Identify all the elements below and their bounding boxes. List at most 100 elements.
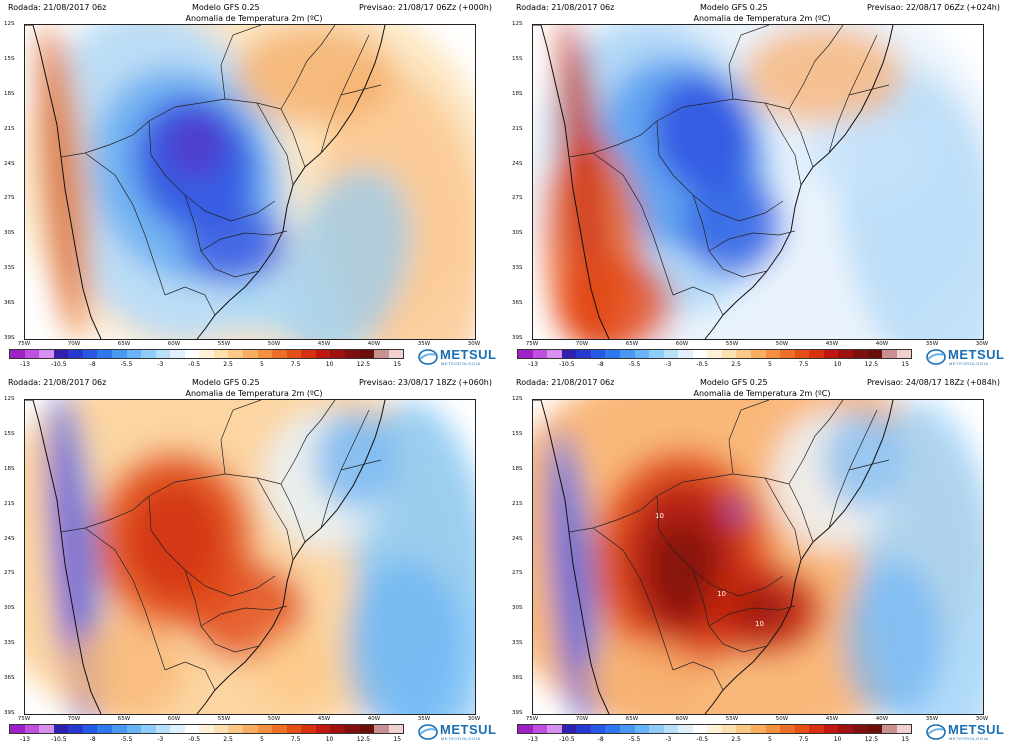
colorbar <box>517 349 912 359</box>
colorbar-swatch <box>532 725 548 733</box>
country-border <box>592 152 674 296</box>
logo-subtitle: METEOROLOGIA <box>949 736 989 741</box>
country-border <box>708 230 796 252</box>
latitude-label: 21S <box>4 500 15 507</box>
colorbar-swatch <box>663 350 679 358</box>
metsul-logo: METSUL METEOROLOGIA <box>418 346 504 368</box>
longitude-label: 35W <box>925 716 939 722</box>
anomaly-region <box>823 410 903 510</box>
country-border <box>280 108 306 168</box>
globe-icon <box>926 349 946 365</box>
east-coastline <box>196 400 386 714</box>
colorbar-swatch <box>823 725 839 733</box>
panel-header: Rodada: 21/08/2017 06z Modelo GFS 0.25 Pre… <box>4 377 504 389</box>
longitude-label: 45W <box>317 716 331 722</box>
latitude-label: 12S <box>512 396 523 402</box>
map-panel-084h: Rodada: 21/08/2017 06z Modelo GFS 0.25 Pre… <box>512 375 1012 747</box>
longitude-label: 50W <box>775 341 789 347</box>
colorbar-swatch <box>532 350 548 358</box>
longitude-label: 60W <box>167 341 181 347</box>
colorbar-swatch <box>780 725 795 733</box>
colorbar-swatch <box>68 350 83 358</box>
country-border <box>256 102 294 186</box>
anomaly-region <box>225 275 305 335</box>
country-border <box>340 459 382 471</box>
latitude-label: 36S <box>512 675 523 682</box>
colorbar-swatch <box>751 725 766 733</box>
longitude-label: 45W <box>825 716 839 722</box>
colorbar-swatch <box>257 350 273 358</box>
map-title: Anomalia de Temperatura 2m (ºC) <box>185 389 323 398</box>
country-border <box>672 286 724 316</box>
country-border <box>164 286 216 316</box>
colorbar-swatch <box>155 725 171 733</box>
latitude-label: 33S <box>512 265 523 272</box>
colorbar-swatch <box>852 725 868 733</box>
colorbar-swatch <box>315 350 331 358</box>
colorbar-swatch <box>576 350 591 358</box>
colorbar-swatch <box>867 350 883 358</box>
colorbar-swatch <box>809 725 824 733</box>
longitude-label: 75W <box>17 716 31 722</box>
colorbar-swatch <box>344 350 360 358</box>
run-label: Rodada: 21/08/2017 06z <box>8 3 107 12</box>
longitude-label: 40W <box>875 716 889 722</box>
longitude-label: 40W <box>367 716 381 722</box>
east-coastline <box>704 400 894 714</box>
country-border <box>728 400 770 475</box>
logo-name: METSUL <box>440 347 497 362</box>
colorbar-swatch <box>547 350 562 358</box>
colorbar-tick: 7.5 <box>798 736 809 743</box>
latitude-label: 30S <box>4 605 15 612</box>
colorbar <box>517 724 912 734</box>
longitude-label: 55W <box>217 716 231 722</box>
latitude-label: 36S <box>4 675 15 682</box>
colorbar-swatch <box>170 725 185 733</box>
longitude-label: 40W <box>875 341 889 347</box>
longitude-label: 70W <box>575 341 589 347</box>
colorbar-tick: 2.5 <box>223 736 233 743</box>
colorbar-swatch <box>170 350 185 358</box>
colorbar-swatch <box>561 350 577 358</box>
colorbar-swatch <box>199 350 214 358</box>
colorbar-tick: 10 <box>833 361 842 368</box>
map-title: Anomalia de Temperatura 2m (ºC) <box>693 389 831 398</box>
colorbar-swatch <box>823 350 839 358</box>
logo-name: METSUL <box>440 722 497 737</box>
colorbar-swatch <box>605 725 620 733</box>
anomaly-field-svg <box>25 400 475 714</box>
colorbar-swatch <box>68 725 83 733</box>
metsul-logo: METSUL METEOROLOGIA <box>418 721 504 743</box>
run-label: Rodada: 21/08/2017 06z <box>516 3 615 12</box>
longitude-label: 70W <box>67 341 81 347</box>
latitude-label: 36S <box>4 300 15 307</box>
anomaly-region <box>728 500 748 520</box>
anomaly-region <box>649 520 717 620</box>
latitude-label: 33S <box>512 640 523 647</box>
model-label: Modelo GFS 0.25 <box>192 378 260 387</box>
panel-header: Rodada: 21/08/2017 06z Modelo GFS 0.25 Pre… <box>4 2 504 14</box>
latitude-label: 33S <box>4 265 15 272</box>
latitude-label: 18S <box>4 90 15 97</box>
colorbar-swatch <box>867 725 883 733</box>
colorbar-tick: 10 <box>833 736 842 743</box>
country-border <box>84 152 166 296</box>
country-border <box>184 569 260 653</box>
colorbar-swatch <box>39 725 54 733</box>
colorbar-swatch <box>374 350 389 358</box>
colorbar-swatch <box>590 350 606 358</box>
colorbar-swatch <box>590 725 606 733</box>
anomaly-region <box>553 255 673 339</box>
country-border <box>848 459 890 471</box>
colorbar-swatch <box>518 350 533 358</box>
colorbar-tick: -3 <box>665 361 672 368</box>
colorbar-tick: 7.5 <box>798 361 809 368</box>
colorbar-swatch <box>649 725 664 733</box>
latitude-label: 21S <box>4 125 15 132</box>
latitude-label: 39S <box>4 335 15 341</box>
map-title: Anomalia de Temperatura 2m (ºC) <box>693 14 831 23</box>
colorbar-swatch <box>82 725 98 733</box>
country-border <box>692 569 768 653</box>
colorbar-tick: -5.5 <box>120 361 133 368</box>
longitude-label: 65W <box>625 341 639 347</box>
